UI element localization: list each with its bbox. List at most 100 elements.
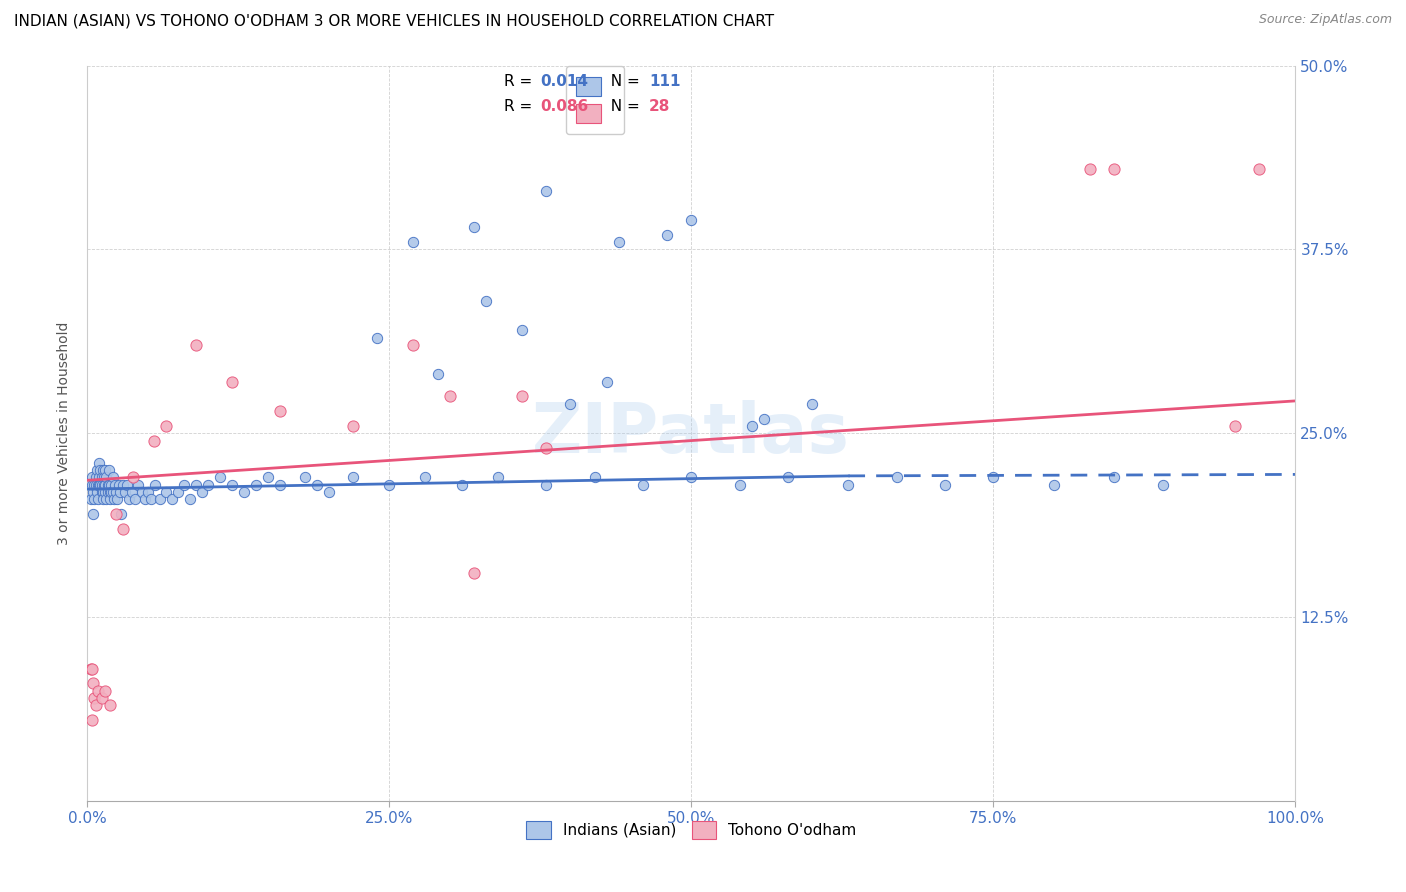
Point — [1043, 477, 1066, 491]
Point — [124, 492, 146, 507]
Point — [179, 492, 201, 507]
Point — [131, 485, 153, 500]
Point — [342, 470, 364, 484]
Point — [536, 477, 558, 491]
Point — [86, 485, 108, 500]
Point — [101, 485, 124, 500]
Point — [402, 235, 425, 249]
Point — [741, 418, 763, 433]
Point — [82, 507, 104, 521]
Point — [166, 485, 188, 500]
Point — [294, 470, 316, 484]
Point — [97, 463, 120, 477]
Point — [269, 477, 291, 491]
Point — [536, 184, 558, 198]
Point — [776, 470, 799, 484]
Point — [342, 418, 364, 433]
Point — [107, 477, 129, 491]
Point — [184, 477, 207, 491]
Point — [221, 477, 243, 491]
Point — [1152, 477, 1174, 491]
Point — [80, 477, 103, 491]
Point — [655, 227, 678, 242]
Point — [105, 507, 128, 521]
Point — [98, 698, 121, 713]
Point — [91, 463, 114, 477]
Point — [100, 485, 122, 500]
Point — [415, 470, 437, 484]
Point — [426, 368, 449, 382]
Point — [94, 683, 117, 698]
Point — [209, 470, 232, 484]
Point — [463, 566, 485, 580]
Point — [607, 235, 630, 249]
Point — [97, 477, 120, 491]
Point — [89, 477, 111, 491]
Point — [155, 418, 177, 433]
Point — [98, 492, 121, 507]
Point — [87, 477, 110, 491]
Point — [134, 492, 156, 507]
Text: 0.014: 0.014 — [540, 74, 588, 89]
Point — [98, 485, 121, 500]
Point — [752, 411, 775, 425]
Point — [1249, 161, 1271, 176]
Point — [305, 477, 328, 491]
Point — [104, 477, 127, 491]
Point — [221, 375, 243, 389]
Point — [87, 492, 110, 507]
Point — [86, 463, 108, 477]
Point — [91, 485, 114, 500]
Text: Source: ZipAtlas.com: Source: ZipAtlas.com — [1258, 13, 1392, 27]
Point — [90, 477, 112, 491]
Point — [486, 470, 509, 484]
Point — [96, 492, 118, 507]
Point — [91, 492, 114, 507]
Point — [80, 713, 103, 727]
Point — [463, 220, 485, 235]
Point — [97, 485, 120, 500]
Point — [83, 477, 105, 491]
Point — [728, 477, 751, 491]
Point — [197, 477, 219, 491]
Point — [143, 477, 166, 491]
Point — [108, 485, 131, 500]
Point — [93, 477, 115, 491]
Y-axis label: 3 or more Vehicles in Household: 3 or more Vehicles in Household — [58, 321, 72, 545]
Point — [110, 507, 132, 521]
Point — [103, 492, 125, 507]
Point — [94, 477, 117, 491]
Point — [583, 470, 606, 484]
Point — [121, 485, 143, 500]
Point — [96, 470, 118, 484]
Text: ZIPatlas: ZIPatlas — [533, 400, 851, 467]
Point — [101, 470, 124, 484]
Point — [510, 389, 533, 403]
Point — [681, 470, 703, 484]
Point — [439, 389, 461, 403]
Point — [160, 492, 183, 507]
Text: N =: N = — [600, 74, 644, 89]
Point — [245, 477, 267, 491]
Text: INDIAN (ASIAN) VS TOHONO O'ODHAM 3 OR MORE VEHICLES IN HOUSEHOLD CORRELATION CHA: INDIAN (ASIAN) VS TOHONO O'ODHAM 3 OR MO… — [14, 13, 775, 29]
Text: N =: N = — [600, 98, 644, 113]
Point — [83, 492, 105, 507]
Point — [681, 213, 703, 227]
Point — [141, 492, 163, 507]
Point — [94, 485, 117, 500]
Point — [112, 477, 135, 491]
Point — [269, 404, 291, 418]
Point — [450, 477, 472, 491]
Point — [142, 434, 165, 448]
Point — [560, 397, 582, 411]
Point — [184, 338, 207, 352]
Point — [100, 477, 122, 491]
Point — [90, 690, 112, 705]
Point — [112, 522, 135, 536]
Point — [1102, 470, 1125, 484]
Point — [114, 485, 136, 500]
Point — [149, 492, 172, 507]
Point — [84, 477, 107, 491]
Point — [89, 470, 111, 484]
Point — [82, 485, 104, 500]
